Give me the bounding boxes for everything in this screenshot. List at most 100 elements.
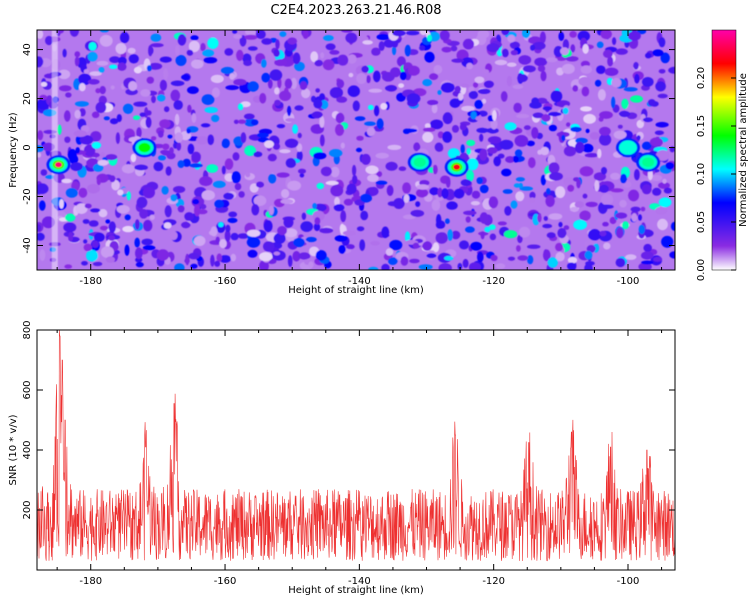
heatmap-cell xyxy=(96,60,109,66)
heatmap-cell xyxy=(513,183,521,188)
heatmap-cell xyxy=(329,149,343,158)
heatmap-cell xyxy=(619,199,627,208)
heatmap-cell xyxy=(611,96,616,109)
heatmap-cell xyxy=(634,73,640,84)
heatmap-cell xyxy=(506,62,517,67)
heatmap-cell xyxy=(334,197,340,207)
heatmap-cell xyxy=(373,70,381,83)
heatmap-cell xyxy=(170,89,181,102)
heatmap-cell xyxy=(387,144,402,150)
heatmap-cell xyxy=(594,179,600,192)
heatmap-cell xyxy=(284,228,298,238)
heatmap-cell xyxy=(615,48,628,55)
heatmap-cell xyxy=(177,205,185,213)
heatmap-cell xyxy=(150,43,164,48)
heatmap-cell xyxy=(99,86,106,95)
heatmap-cell xyxy=(366,75,371,84)
heatmap-cell xyxy=(555,186,566,199)
heatmap-cell xyxy=(505,156,515,163)
heatmap-cell xyxy=(381,263,390,270)
heatmap-cell xyxy=(78,187,88,198)
heatmap-cell xyxy=(345,32,358,44)
heatmap-cell xyxy=(630,95,643,103)
heatmap-cell xyxy=(182,158,191,167)
heatmap-cell xyxy=(200,123,211,128)
heatmap-cell xyxy=(220,66,235,75)
heatmap-cell xyxy=(115,43,127,55)
heatmap-cell xyxy=(300,221,314,232)
heatmap-cell xyxy=(451,230,461,240)
heatmap-cell xyxy=(652,187,662,196)
heatmap-cell xyxy=(566,122,571,127)
heatmap-cell xyxy=(360,193,372,203)
heatmap-cell xyxy=(356,226,365,232)
heatmap-cell xyxy=(121,164,135,174)
heatmap-cell xyxy=(430,119,444,130)
heatmap-cell xyxy=(339,223,345,234)
heatmap-hotspot xyxy=(55,161,62,168)
heatmap-cell xyxy=(558,221,563,228)
heatmap-cell xyxy=(105,219,111,224)
colorbar-tick-label: 0.20 xyxy=(696,67,707,89)
heatmap-cell xyxy=(258,252,273,262)
heatmap-cell xyxy=(336,96,348,103)
heatmap-cell xyxy=(170,80,185,87)
heatmap-cell xyxy=(431,104,438,114)
heatmap-cell xyxy=(599,184,609,193)
heatmap-cell xyxy=(611,77,622,88)
heatmap-cell xyxy=(586,244,596,253)
heatmap-panel: -180 -160 -140 -120 -100 -40 -20 0 20 40 Height … xyxy=(8,29,676,296)
heatmap-cell xyxy=(93,163,104,172)
heatmap-cell xyxy=(191,151,201,163)
heatmap-cell xyxy=(63,222,77,233)
heatmap-cell xyxy=(620,173,627,184)
heatmap-cell xyxy=(446,201,458,210)
heatmap-cell xyxy=(426,253,437,259)
heatmap-cell xyxy=(256,30,266,39)
heatmap-cell xyxy=(117,189,124,196)
heatmap-cell xyxy=(367,104,374,110)
heatmap-cell xyxy=(232,30,238,34)
heatmap-cell xyxy=(133,66,142,74)
heatmap-cell xyxy=(276,124,286,129)
heatmap-cell xyxy=(652,49,664,57)
heatmap-cell xyxy=(536,97,548,104)
heatmap-cell xyxy=(247,249,258,258)
heatmap-cell xyxy=(219,239,227,249)
heatmap-cell xyxy=(580,106,592,112)
heatmap-cell xyxy=(507,256,516,261)
heatmap-cell xyxy=(296,143,303,152)
heatmap-cell xyxy=(268,173,277,184)
heatmap-cell xyxy=(199,176,213,187)
x-tick-label: -160 xyxy=(214,576,237,587)
heatmap-cell xyxy=(283,216,294,228)
heatmap-cell xyxy=(216,253,223,262)
heatmap-cell xyxy=(596,65,606,74)
heatmap-cell xyxy=(368,88,383,93)
heatmap-cell xyxy=(628,189,640,202)
snr-background xyxy=(37,330,675,570)
heatmap-cell xyxy=(98,209,108,218)
heatmap-cell xyxy=(153,161,164,172)
heatmap-cell xyxy=(150,33,162,42)
heatmap-cell xyxy=(97,159,109,166)
heatmap-cell xyxy=(117,62,127,71)
heatmap-cell xyxy=(348,72,354,78)
heatmap-cell xyxy=(501,168,512,177)
heatmap-cell xyxy=(305,236,317,243)
heatmap-cell xyxy=(92,261,103,267)
heatmap-cell xyxy=(423,127,436,132)
heatmap-cell xyxy=(320,166,332,177)
heatmap-cell xyxy=(273,233,286,244)
heatmap-cell xyxy=(529,101,542,109)
heatmap-cell xyxy=(221,165,226,175)
heatmap-cell xyxy=(75,147,80,154)
heatmap-cell xyxy=(427,99,439,106)
heatmap-cell xyxy=(219,255,232,263)
heatmap-cell xyxy=(432,164,438,175)
heatmap-cell xyxy=(192,198,200,205)
heatmap-cell xyxy=(167,134,173,139)
heatmap-cell xyxy=(364,121,376,126)
heatmap-cell xyxy=(211,87,220,98)
heatmap-cell xyxy=(285,158,297,168)
